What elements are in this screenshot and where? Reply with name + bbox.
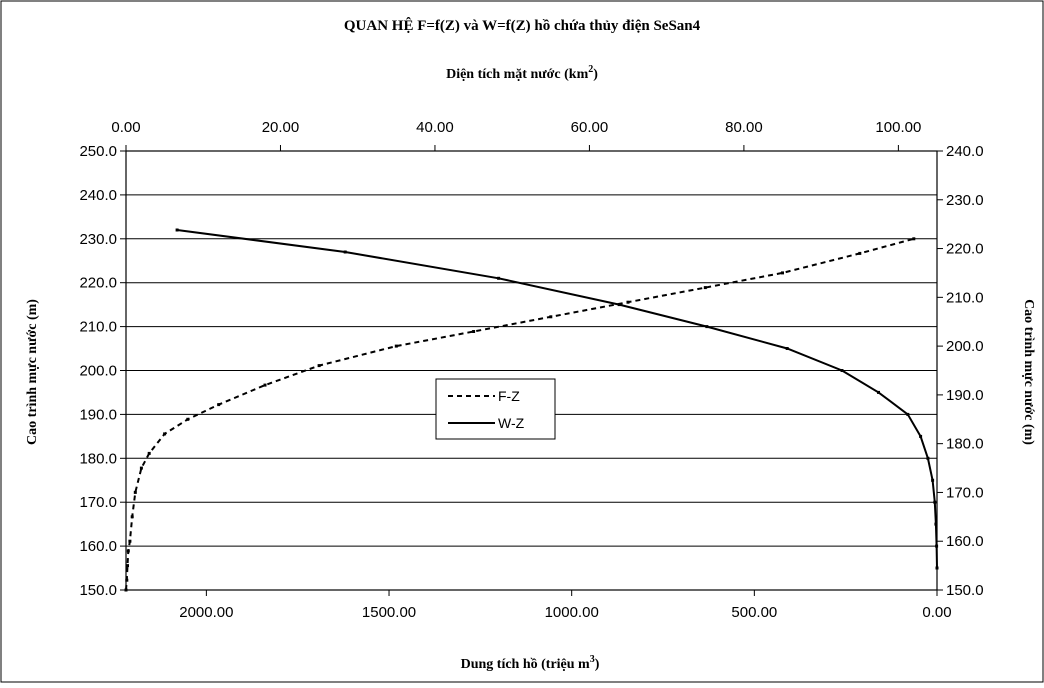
right-tick-label: 210.0 <box>946 289 984 306</box>
right-tick-label: 150.0 <box>946 582 984 599</box>
left-tick-label: 190.0 <box>79 406 117 423</box>
top-tick-label: 0.00 <box>111 119 140 136</box>
top-tick-label: 60.00 <box>571 119 609 136</box>
left-tick-label: 250.0 <box>79 143 117 160</box>
data-point-w-z <box>926 456 930 460</box>
data-point-w-z <box>933 500 937 504</box>
data-point-f-z <box>549 315 553 319</box>
plot-area <box>125 150 938 591</box>
left-tick-label: 210.0 <box>79 319 117 336</box>
top-tick-label: 100.00 <box>875 119 921 136</box>
data-point-w-z <box>785 347 789 350</box>
data-point-f-z <box>626 300 630 304</box>
data-point-f-z <box>147 451 151 455</box>
data-point-f-z <box>217 403 221 407</box>
left-tick-label: 180.0 <box>79 450 117 467</box>
data-point-f-z <box>128 539 132 543</box>
left-tick-label: 230.0 <box>79 231 117 248</box>
data-point-w-z <box>935 544 939 548</box>
data-point-f-z <box>472 330 476 333</box>
right-axis-title: Cao trình mực nước (m) <box>1021 299 1036 445</box>
data-point-f-z <box>781 271 784 275</box>
top-tick-label: 80.00 <box>725 119 763 136</box>
data-point-w-z <box>934 522 938 526</box>
left-axis-title: Cao trình mực nước (m) <box>25 299 40 445</box>
left-tick-label: 170.0 <box>79 494 117 511</box>
data-point-w-z <box>497 276 501 280</box>
bottom-tick-label: 1500.00 <box>362 604 416 621</box>
axes <box>120 145 943 596</box>
data-point-f-z <box>703 286 707 290</box>
right-tick-label: 200.0 <box>946 338 984 355</box>
top-axis-title: Diện tích mặt nước (km2) <box>446 64 598 82</box>
chart-title: QUAN HỆ F=f(Z) và W=f(Z) hồ chứa thủy đi… <box>344 17 701 34</box>
bottom-tick-label: 500.00 <box>731 604 777 621</box>
top-tick-label: 40.00 <box>416 119 454 136</box>
bottom-tick-label: 2000.00 <box>179 604 233 621</box>
legend-label-w-z: W-Z <box>498 415 525 431</box>
data-point-f-z <box>139 466 143 470</box>
series-line-f-z <box>125 237 915 591</box>
data-point-f-z <box>133 490 137 494</box>
data-point-f-z <box>317 364 321 368</box>
legend-label-f-z: F-Z <box>498 388 520 404</box>
right-tick-label: 170.0 <box>946 484 984 501</box>
data-point-f-z <box>186 417 190 421</box>
top-tick-label: 20.00 <box>262 119 300 136</box>
bottom-tick-label: 1000.00 <box>545 604 599 621</box>
data-point-w-z <box>935 566 939 570</box>
data-point-f-z <box>263 383 267 387</box>
left-tick-label: 240.0 <box>79 187 117 204</box>
data-point-w-z <box>877 390 880 394</box>
data-point-w-z <box>931 478 935 482</box>
left-tick-label: 160.0 <box>79 538 117 555</box>
right-tick-label: 220.0 <box>946 241 984 258</box>
data-point-w-z <box>617 303 621 307</box>
data-point-f-z <box>394 344 398 348</box>
left-tick-label: 220.0 <box>79 275 117 292</box>
right-tick-label: 230.0 <box>946 192 984 209</box>
data-point-w-z <box>919 434 923 438</box>
left-tick-label: 150.0 <box>79 582 117 599</box>
right-tick-label: 240.0 <box>946 143 984 160</box>
data-point-f-z <box>130 515 134 519</box>
data-point-f-z <box>163 432 167 436</box>
data-point-w-z <box>705 325 709 329</box>
left-tick-label: 200.0 <box>79 363 117 380</box>
series-lines <box>124 228 939 592</box>
data-point-w-z <box>906 412 910 416</box>
data-point-w-z <box>175 228 179 232</box>
tick-labels: 150.0 160.0 170.0 180.0 190.0 200.0 210.0 220.0… <box>79 119 983 621</box>
data-point-f-z <box>125 578 129 582</box>
data-point-w-z <box>343 250 347 254</box>
legend-box <box>435 378 556 440</box>
data-point-f-z <box>126 564 129 568</box>
series-line-w-z <box>176 229 938 569</box>
data-point-f-z <box>858 251 862 255</box>
right-tick-label: 180.0 <box>946 436 984 453</box>
bottom-tick-label: 0.00 <box>922 604 951 621</box>
legend: F-Z W-Z <box>435 378 556 440</box>
data-point-f-z <box>912 237 916 241</box>
bottom-axis-title: Dung tích hồ (triệu m3) <box>461 654 600 672</box>
data-point-f-z <box>126 549 130 553</box>
right-tick-label: 190.0 <box>946 387 984 404</box>
data-point-f-z <box>124 588 128 592</box>
right-tick-label: 160.0 <box>946 533 984 550</box>
data-point-w-z <box>840 369 844 372</box>
